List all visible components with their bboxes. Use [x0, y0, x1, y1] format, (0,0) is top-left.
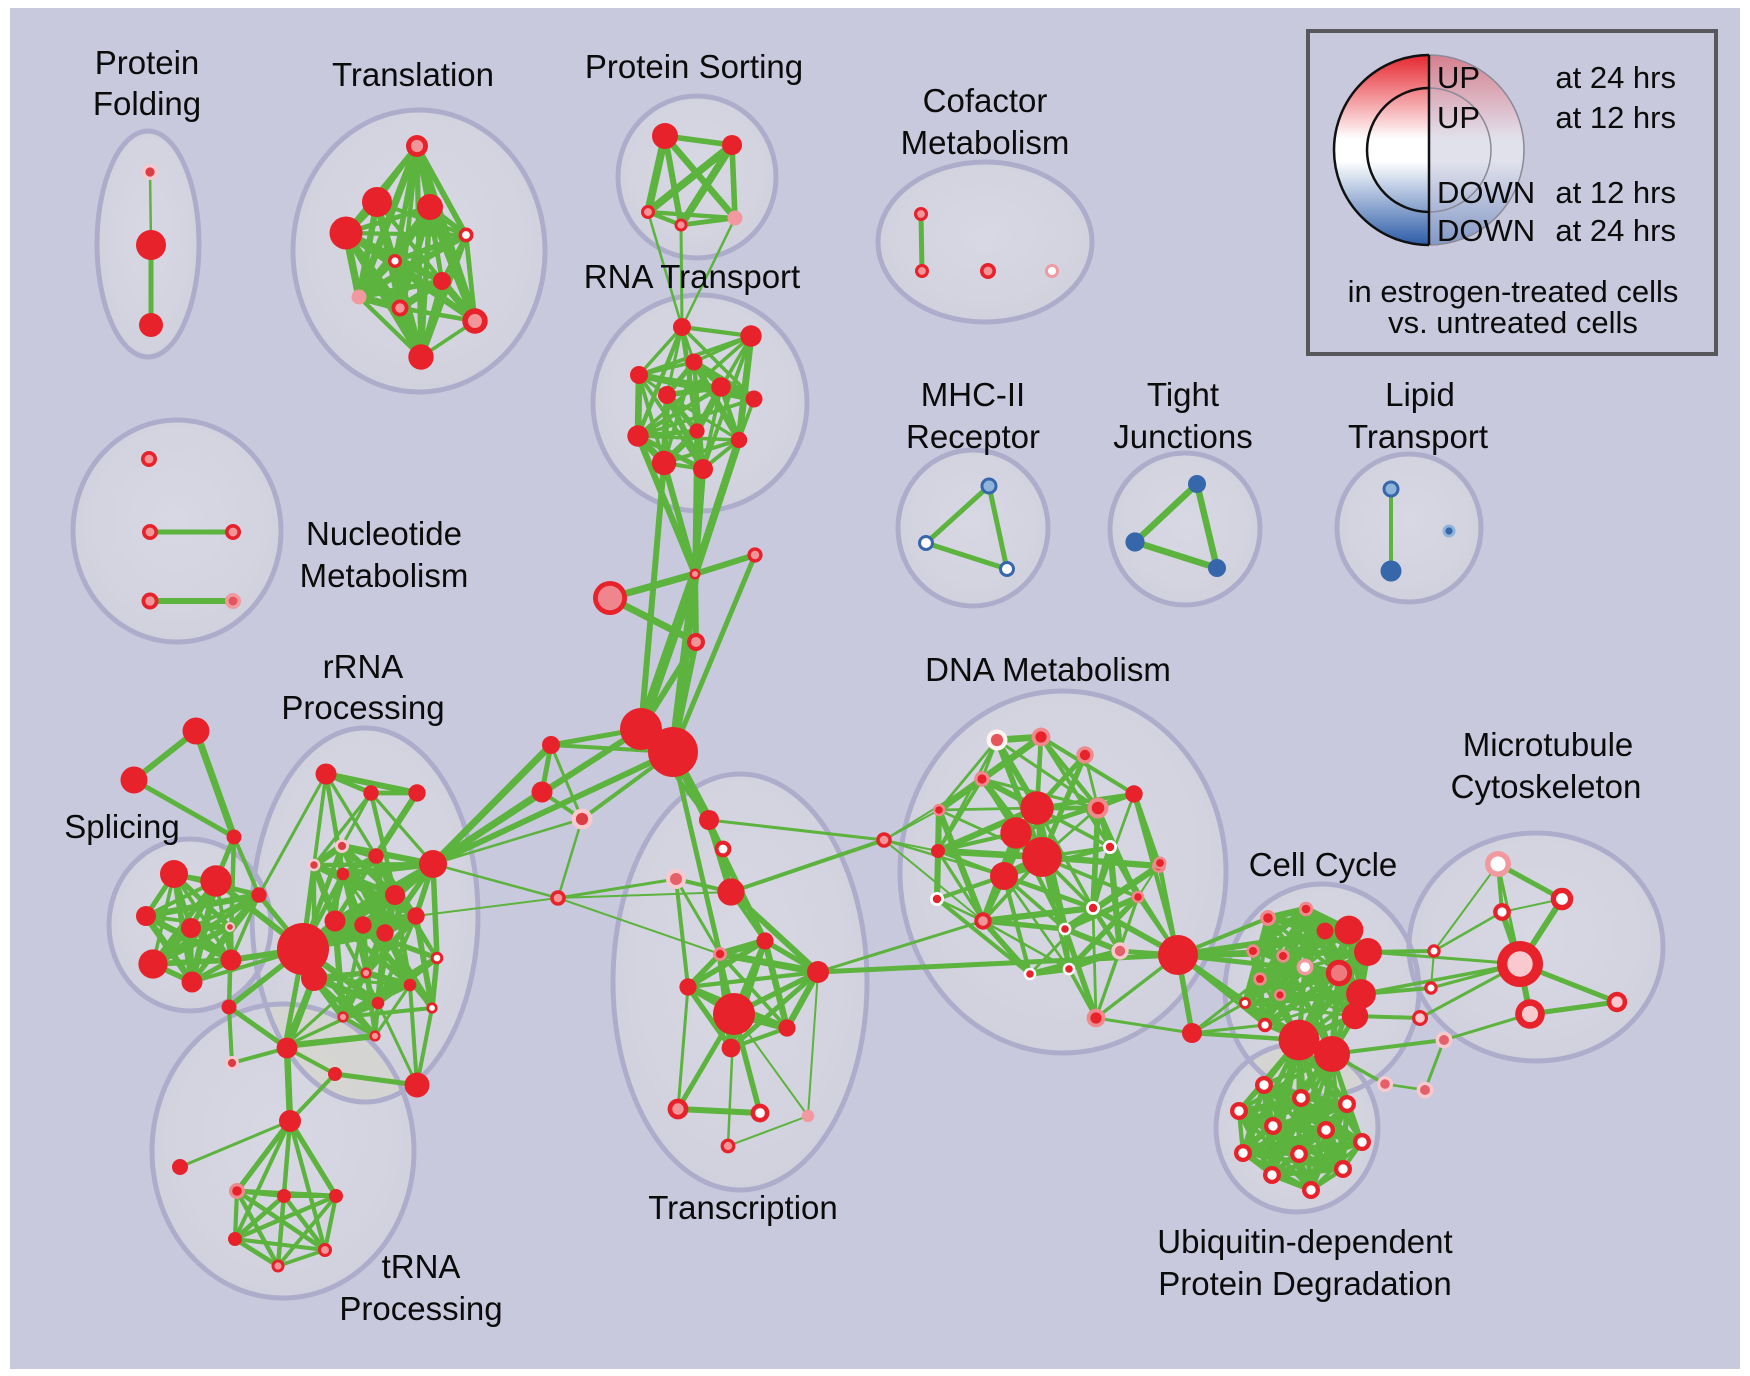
svg-text:Lipid: Lipid [1385, 376, 1455, 413]
svg-text:Protein Sorting: Protein Sorting [585, 48, 803, 85]
svg-text:at 24 hrs: at 24 hrs [1555, 60, 1676, 95]
svg-text:Splicing: Splicing [64, 808, 180, 845]
svg-text:Translation: Translation [332, 56, 494, 93]
svg-text:Metabolism: Metabolism [300, 557, 469, 594]
svg-text:at 12 hrs: at 12 hrs [1555, 100, 1676, 135]
svg-text:Processing: Processing [339, 1290, 502, 1327]
svg-text:Transport: Transport [1348, 418, 1488, 455]
svg-text:Processing: Processing [281, 689, 444, 726]
svg-text:UP: UP [1437, 60, 1480, 95]
svg-text:RNA Transport: RNA Transport [584, 258, 800, 295]
svg-text:Metabolism: Metabolism [901, 124, 1070, 161]
svg-text:tRNA: tRNA [382, 1248, 461, 1285]
svg-text:Folding: Folding [93, 85, 201, 122]
svg-text:Ubiquitin-dependent: Ubiquitin-dependent [1157, 1223, 1452, 1260]
svg-text:Receptor: Receptor [906, 418, 1040, 455]
svg-text:vs. untreated cells: vs. untreated cells [1388, 305, 1638, 340]
svg-text:MHC-II: MHC-II [921, 376, 1025, 413]
svg-text:DOWN: DOWN [1437, 213, 1535, 248]
svg-text:Microtubule: Microtubule [1463, 726, 1634, 763]
svg-text:Transcription: Transcription [648, 1189, 838, 1226]
svg-text:in estrogen-treated cells: in estrogen-treated cells [1348, 274, 1679, 309]
svg-text:at 24 hrs: at 24 hrs [1555, 213, 1676, 248]
svg-text:UP: UP [1437, 100, 1480, 135]
svg-text:Protein: Protein [95, 44, 200, 81]
svg-text:DOWN: DOWN [1437, 175, 1535, 210]
svg-text:Cofactor: Cofactor [923, 82, 1048, 119]
svg-text:Protein Degradation: Protein Degradation [1158, 1265, 1452, 1302]
svg-text:DNA Metabolism: DNA Metabolism [925, 651, 1171, 688]
svg-text:Nucleotide: Nucleotide [306, 515, 462, 552]
svg-text:Cytoskeleton: Cytoskeleton [1451, 768, 1642, 805]
svg-text:rRNA: rRNA [323, 648, 404, 685]
svg-text:Junctions: Junctions [1113, 418, 1252, 455]
svg-text:Cell Cycle: Cell Cycle [1249, 846, 1398, 883]
svg-text:at 12 hrs: at 12 hrs [1555, 175, 1676, 210]
svg-text:Tight: Tight [1147, 376, 1219, 413]
